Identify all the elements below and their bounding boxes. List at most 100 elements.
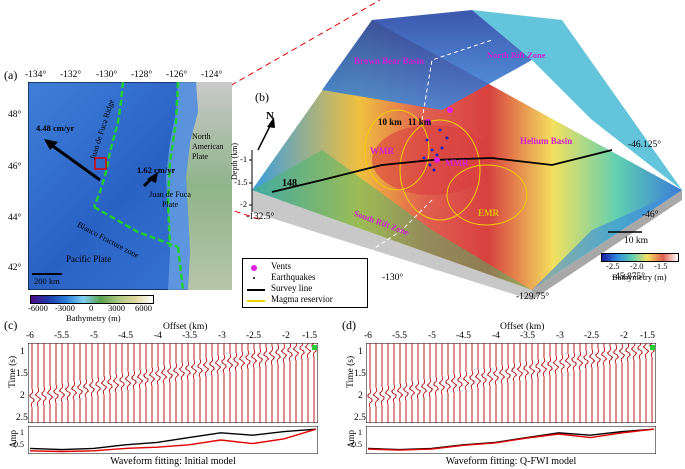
red-trace: [119, 343, 125, 423]
amp-series-red: [29, 428, 317, 453]
red-trace: [571, 343, 577, 423]
red-trace: [190, 343, 198, 423]
panel-label-c: (c): [4, 318, 18, 332]
red-trace: [642, 343, 650, 423]
red-trace: [304, 343, 312, 423]
lat-tick: 46°: [8, 162, 22, 172]
offset-tick: -1.5: [640, 331, 656, 341]
map-a: [28, 82, 232, 290]
depth-tick: -1.5: [234, 177, 248, 187]
offset-tick: -2.5: [584, 331, 600, 341]
amp-tick: 0.5: [352, 440, 362, 449]
time-tick: 2.5: [16, 413, 28, 423]
red-trace: [528, 343, 536, 423]
red-trace: [202, 343, 210, 423]
legend-label: Magma reservior: [271, 294, 333, 304]
red-trace: [547, 343, 553, 423]
red-trace: [214, 343, 222, 423]
lon-tick: -130°: [96, 70, 118, 80]
red-trace: [233, 343, 239, 423]
red-trace: [583, 343, 589, 423]
offset-tick: -3: [218, 331, 226, 341]
time-tick: 1.5: [354, 369, 366, 379]
red-trace: [588, 343, 596, 423]
amp-series-red: [367, 428, 655, 451]
red-trace: [511, 343, 518, 423]
red-trace: [245, 343, 251, 423]
red-trace: [178, 343, 186, 423]
red-trace: [426, 343, 434, 423]
red-trace: [166, 343, 173, 423]
colorbar-b-title: Bathymetry (m): [612, 272, 667, 282]
red-trace: [100, 343, 108, 423]
red-trace: [516, 343, 524, 423]
offset-tick: -3.5: [182, 331, 198, 341]
label-rate-west: 4.48 cm/yr: [36, 123, 75, 133]
lat-tick: 48°: [8, 110, 22, 120]
red-trace: [492, 343, 499, 423]
offset-tick: -2: [620, 331, 628, 341]
red-trace: [601, 343, 608, 423]
colorbar-tick: -1.5: [654, 261, 668, 271]
label-pacific-plate: Pacific Plate: [66, 254, 112, 264]
red-trace: [292, 343, 300, 423]
offset-tick: -2: [282, 331, 290, 341]
red-trace: [46, 343, 54, 423]
magma-reservoir-east: [446, 164, 528, 226]
offset-tick: -1.5: [302, 331, 318, 341]
red-trace: [280, 343, 288, 423]
red-trace: [76, 343, 83, 423]
vents: [425, 107, 453, 163]
amp-series-black: [29, 428, 317, 451]
magma-reservoir-main: [399, 119, 481, 221]
red-trace: [287, 343, 293, 423]
red-trace: [552, 343, 560, 423]
offset-tick: -3: [556, 331, 564, 341]
offset-tick: -6: [364, 331, 372, 341]
lon-tick: -128°: [131, 70, 153, 80]
red-trace: [564, 343, 572, 423]
red-trace: [433, 343, 439, 423]
legend-label: Earthquakes: [271, 272, 316, 282]
red-trace: [221, 343, 227, 423]
offset-tick: -6: [26, 331, 34, 341]
red-trace: [625, 343, 631, 423]
red-trace: [70, 343, 78, 423]
study-area-box: [94, 157, 107, 170]
red-trace: [457, 343, 463, 423]
red-trace: [367, 343, 373, 423]
legend-label: Survey line: [271, 283, 313, 293]
red-trace: [594, 343, 601, 423]
red-trace: [311, 343, 317, 423]
red-trace: [226, 343, 234, 423]
red-trace: [136, 343, 144, 423]
red-trace: [131, 343, 137, 423]
colorbar-tick: -2.0: [630, 261, 644, 271]
offset-tick: -4: [492, 331, 500, 341]
time-ticks-d: 1 1.5 2 2.5: [354, 343, 366, 423]
red-trace: [173, 343, 180, 423]
red-trace: [58, 343, 66, 423]
lon-tick: -132°: [60, 70, 82, 80]
offset-tick: -4.5: [118, 331, 134, 341]
offset-tick: -5.5: [392, 331, 408, 341]
offset-ticks-d: -6 -5.5 -5 -4.5 -4 -3.5 -3 -2.5 -2 -1.5: [364, 331, 656, 343]
colorbar-tick: -2.5: [606, 261, 620, 271]
red-trace: [275, 343, 282, 423]
red-trace: [41, 343, 47, 423]
offset-tick: -5.5: [54, 331, 70, 341]
lat-tick-b: -45.875°: [612, 272, 646, 282]
earthquake-dot-icon: [253, 277, 255, 279]
amp-tick: 1: [20, 428, 24, 437]
red-trace: [445, 343, 451, 423]
panel-label-a: (a): [4, 68, 18, 82]
colorbar-a: [30, 295, 154, 304]
red-trace: [379, 343, 385, 423]
red-trace: [107, 343, 113, 423]
offset-ticks-c: -6 -5.5 -5 -4.5 -4 -3.5 -3 -2.5 -2 -1.5: [26, 331, 318, 343]
offset-tick: -4: [154, 331, 162, 341]
red-trace: [438, 343, 446, 423]
red-trace: [143, 343, 149, 423]
red-trace: [396, 343, 404, 423]
time-tick: 1: [358, 347, 363, 357]
